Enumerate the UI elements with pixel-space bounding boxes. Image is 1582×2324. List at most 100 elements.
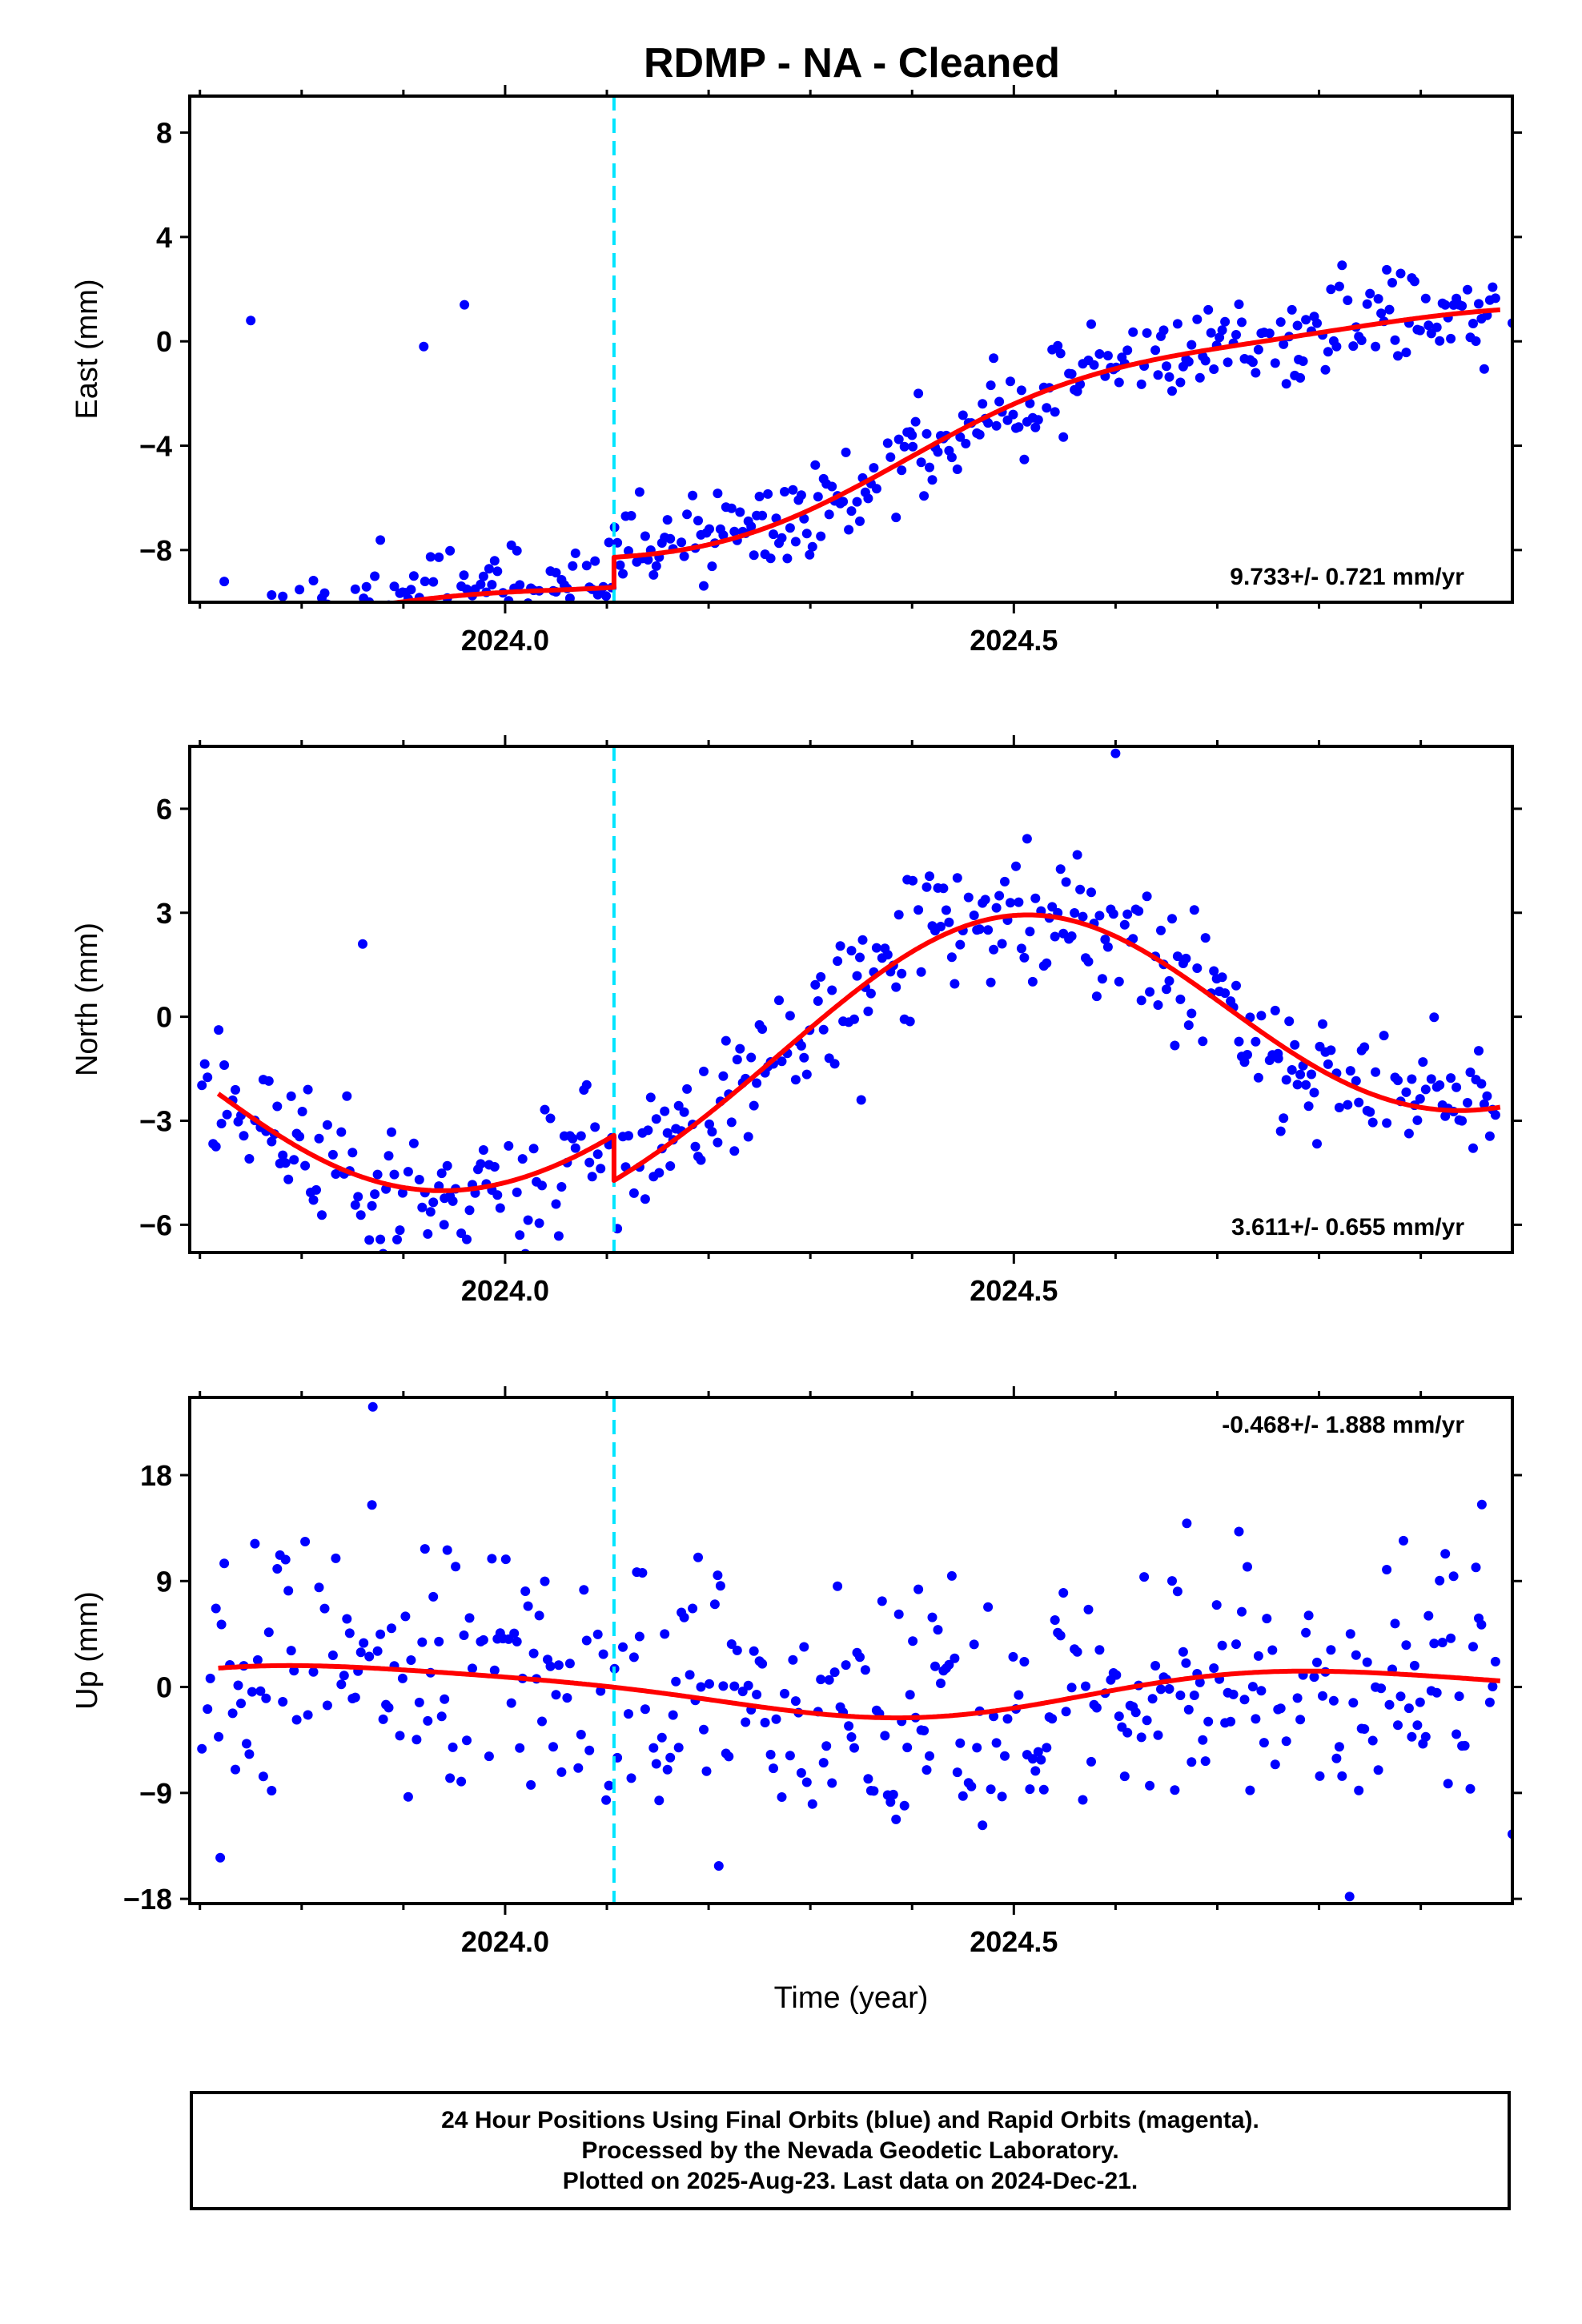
up-point	[414, 1697, 424, 1707]
east-point	[869, 463, 879, 473]
east-point	[1356, 336, 1367, 345]
up-panel: −18 −9 0 9 18 2024.0 2024.5 Up (mm) -0.468+/- 1.…	[70, 1386, 1522, 2015]
east-point	[1395, 268, 1406, 279]
east-point	[844, 525, 854, 535]
up-point	[821, 1741, 832, 1751]
east-point	[1479, 364, 1489, 374]
north-point	[1025, 927, 1035, 937]
up-ytick-label: 18	[140, 1459, 172, 1492]
up-point	[1047, 1714, 1058, 1724]
north-point	[1047, 902, 1058, 912]
north-point	[219, 1060, 230, 1070]
north-point	[1078, 911, 1088, 922]
up-point	[902, 1743, 913, 1753]
east-point	[247, 617, 257, 626]
up-point	[252, 1655, 263, 1665]
north-point	[414, 1175, 424, 1184]
east-point	[564, 593, 575, 602]
up-point	[626, 1773, 636, 1783]
north-point	[239, 1131, 249, 1141]
north-point	[1167, 914, 1177, 924]
east-point	[361, 581, 371, 592]
up-point	[267, 1786, 277, 1795]
east-point	[460, 300, 470, 310]
north-point	[1153, 1000, 1163, 1010]
north-point	[718, 1071, 729, 1081]
north-point	[785, 1011, 795, 1021]
up-point	[289, 1666, 299, 1676]
up-point	[1454, 1691, 1464, 1702]
up-point	[283, 1586, 294, 1596]
east-point	[211, 639, 221, 649]
up-point	[1061, 1707, 1071, 1717]
north-point	[1452, 1082, 1462, 1092]
north-point	[1435, 1080, 1445, 1090]
north-point	[347, 1148, 358, 1158]
north-point	[537, 1180, 547, 1191]
east-point	[1393, 351, 1403, 361]
north-point	[1217, 972, 1227, 983]
up-point	[950, 1653, 960, 1663]
north-point	[464, 1205, 475, 1216]
up-point	[997, 1791, 1007, 1802]
north-point	[327, 1149, 338, 1160]
north-point	[1027, 976, 1038, 987]
up-point	[1145, 1780, 1155, 1791]
up-point	[829, 1667, 840, 1678]
north-point	[1420, 1084, 1431, 1095]
east-point	[1142, 328, 1152, 338]
up-point	[406, 1655, 416, 1665]
north-point	[342, 1091, 352, 1101]
north-point	[891, 982, 901, 992]
up-point	[1150, 1661, 1161, 1671]
up-point	[732, 1645, 742, 1655]
up-point	[1403, 1703, 1414, 1714]
north-point	[331, 1169, 341, 1179]
east-point	[1066, 369, 1077, 379]
up-point	[1136, 1732, 1146, 1743]
up-point	[1033, 1747, 1043, 1757]
up-point	[1452, 1729, 1462, 1739]
east-point	[590, 556, 600, 566]
up-point	[1471, 1562, 1481, 1573]
up-point	[1164, 1684, 1174, 1694]
east-point	[239, 650, 249, 660]
up-point	[1036, 1755, 1046, 1765]
east-point	[200, 620, 210, 629]
up-point	[824, 1675, 834, 1685]
up-point	[355, 1647, 366, 1658]
east-point	[1030, 422, 1041, 432]
north-point	[389, 1169, 400, 1180]
north-point	[556, 1182, 567, 1192]
north-point	[1326, 1045, 1336, 1055]
up-point	[628, 1652, 639, 1663]
east-point	[986, 380, 996, 391]
east-point	[379, 621, 388, 630]
east-point	[345, 621, 355, 631]
up-frame	[188, 1396, 1514, 1905]
up-point	[673, 1743, 684, 1753]
north-point	[1072, 850, 1082, 860]
north-point	[893, 910, 904, 920]
up-point	[989, 1711, 999, 1722]
north-point	[925, 871, 934, 882]
up-point	[1415, 1697, 1425, 1707]
up-point	[462, 1735, 472, 1746]
up-point	[456, 1776, 467, 1787]
east-point	[1089, 360, 1099, 370]
north-point	[682, 1084, 693, 1094]
east-point	[579, 613, 588, 623]
up-point	[487, 1554, 497, 1564]
up-point	[983, 1602, 994, 1612]
up-ytick-label: 0	[156, 1671, 172, 1704]
north-point	[846, 946, 857, 956]
up-point	[383, 1703, 394, 1713]
east-point	[1373, 294, 1383, 304]
up-point	[893, 1609, 904, 1619]
east-rate-label: 9.733+/- 0.721 mm/yr	[1230, 564, 1464, 590]
east-point	[1390, 335, 1400, 345]
north-point	[425, 1207, 436, 1217]
north-point	[387, 1127, 396, 1137]
up-point	[1334, 1742, 1344, 1752]
east-point	[1050, 407, 1060, 417]
